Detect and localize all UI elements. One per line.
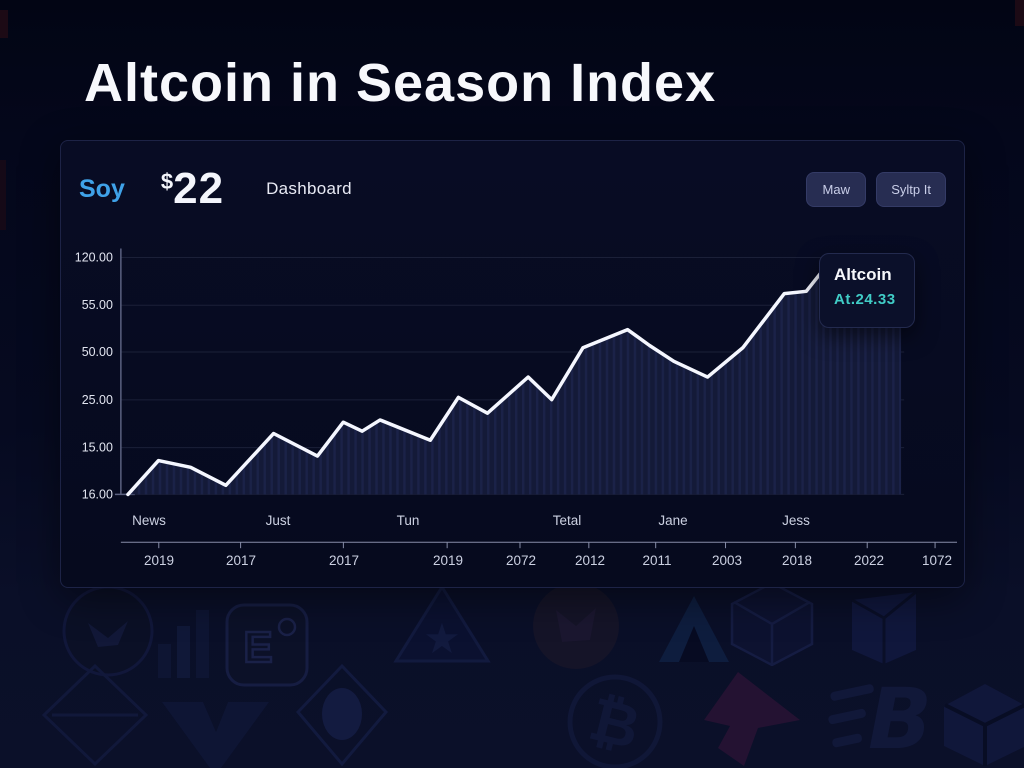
b-speed-icon: B <box>828 670 932 768</box>
avalanche-triangle-icon <box>659 596 729 662</box>
x-year-label: 2018 <box>781 553 813 568</box>
iso-cube-icon <box>944 684 1024 766</box>
svg-text:₿: ₿ <box>582 684 646 764</box>
svg-text:B: B <box>868 670 932 768</box>
x-axis-ticks <box>158 542 936 549</box>
moth-circle-icon <box>62 585 154 677</box>
x-axis <box>120 541 958 549</box>
x-month-label: Tun <box>396 513 420 528</box>
svg-text:E: E <box>243 623 272 672</box>
bitcoin-icon: ₿ <box>567 674 663 768</box>
x-month-label: News <box>132 513 166 528</box>
y-tick-label: 55.00 <box>82 298 113 312</box>
butterfly-circle-icon <box>533 583 619 669</box>
dashboard-card: Soy $ 22 Dashboard Maw Syltp It <box>60 140 965 588</box>
y-tick-label: 15.00 <box>82 441 113 455</box>
v-shape-icon <box>162 702 269 768</box>
price-amount: 22 <box>173 164 225 214</box>
card-header: Soy $ 22 Dashboard Maw Syltp It <box>79 163 946 215</box>
ethereum-diamond-icon <box>41 663 149 767</box>
hexagon-icon <box>730 581 814 666</box>
currency-symbol: $ <box>160 169 174 195</box>
chart-line <box>126 260 903 497</box>
maw-button[interactable]: Maw <box>806 171 867 207</box>
x-year-label: 2011 <box>642 553 672 568</box>
x-year-label: 1072 <box>921 553 953 568</box>
chart-area-fill <box>127 261 902 495</box>
x-year-label: 2003 <box>711 553 743 568</box>
x-month-label: Jess <box>782 513 810 528</box>
dashboard-label: Dashboard <box>266 179 352 198</box>
arrow-cursor-icon <box>704 672 800 766</box>
x-year-label: 2022 <box>853 553 885 568</box>
y-tick-label: 25.00 <box>82 393 113 407</box>
svg-text:★: ★ <box>423 614 461 663</box>
x-year-label: 2012 <box>574 553 606 568</box>
x-year-label: 2017 <box>328 553 360 568</box>
chart-tooltip: Altcoin At.24.33 <box>819 253 915 328</box>
y-tick-label: 50.00 <box>82 345 113 359</box>
y-axis-labels: 120.00 55.00 50.00 25.00 15.00 16.00 <box>75 250 113 501</box>
red-sliver-icon <box>1015 0 1024 26</box>
altcoin-index-chart: 120.00 55.00 50.00 25.00 15.00 16.00 <box>75 248 958 549</box>
x-month-labels: News Just Tun Tetal Jane Jess <box>61 513 964 533</box>
price-value: $ 22 <box>160 164 225 214</box>
cube-flag-icon <box>851 590 917 664</box>
bar-chart-icon <box>158 610 209 678</box>
x-month-label: Jane <box>658 513 688 528</box>
x-month-label: Just <box>265 513 291 528</box>
x-year-label: 2072 <box>505 553 537 568</box>
diamond-eye-icon <box>295 663 389 767</box>
header-buttons: Maw Syltp It <box>806 171 946 207</box>
app-logo-icon: E <box>225 603 309 687</box>
page-title: Altcoin in Season Index <box>84 53 717 113</box>
brand-label: Soy <box>79 174 125 203</box>
x-month-label: Tetal <box>552 513 582 528</box>
y-tick-label: 16.00 <box>82 487 113 501</box>
red-sliver-icon <box>0 10 8 38</box>
y-tick-label: 120.00 <box>75 250 113 264</box>
y-axis <box>114 248 135 496</box>
x-year-labels: 2019 2017 2017 2019 2072 2012 2011 2003 … <box>61 553 964 573</box>
syltp-it-button[interactable]: Syltp It <box>876 171 946 207</box>
tooltip-title: Altcoin <box>834 265 892 284</box>
x-year-label: 2019 <box>143 553 175 568</box>
red-sliver-icon <box>0 160 6 230</box>
triangle-star-icon: ★ <box>393 584 491 663</box>
chart-plot-area[interactable] <box>126 260 903 497</box>
x-year-label: 2017 <box>225 553 257 568</box>
x-year-label: 2019 <box>432 553 464 568</box>
tooltip-value: At.24.33 <box>834 291 896 308</box>
